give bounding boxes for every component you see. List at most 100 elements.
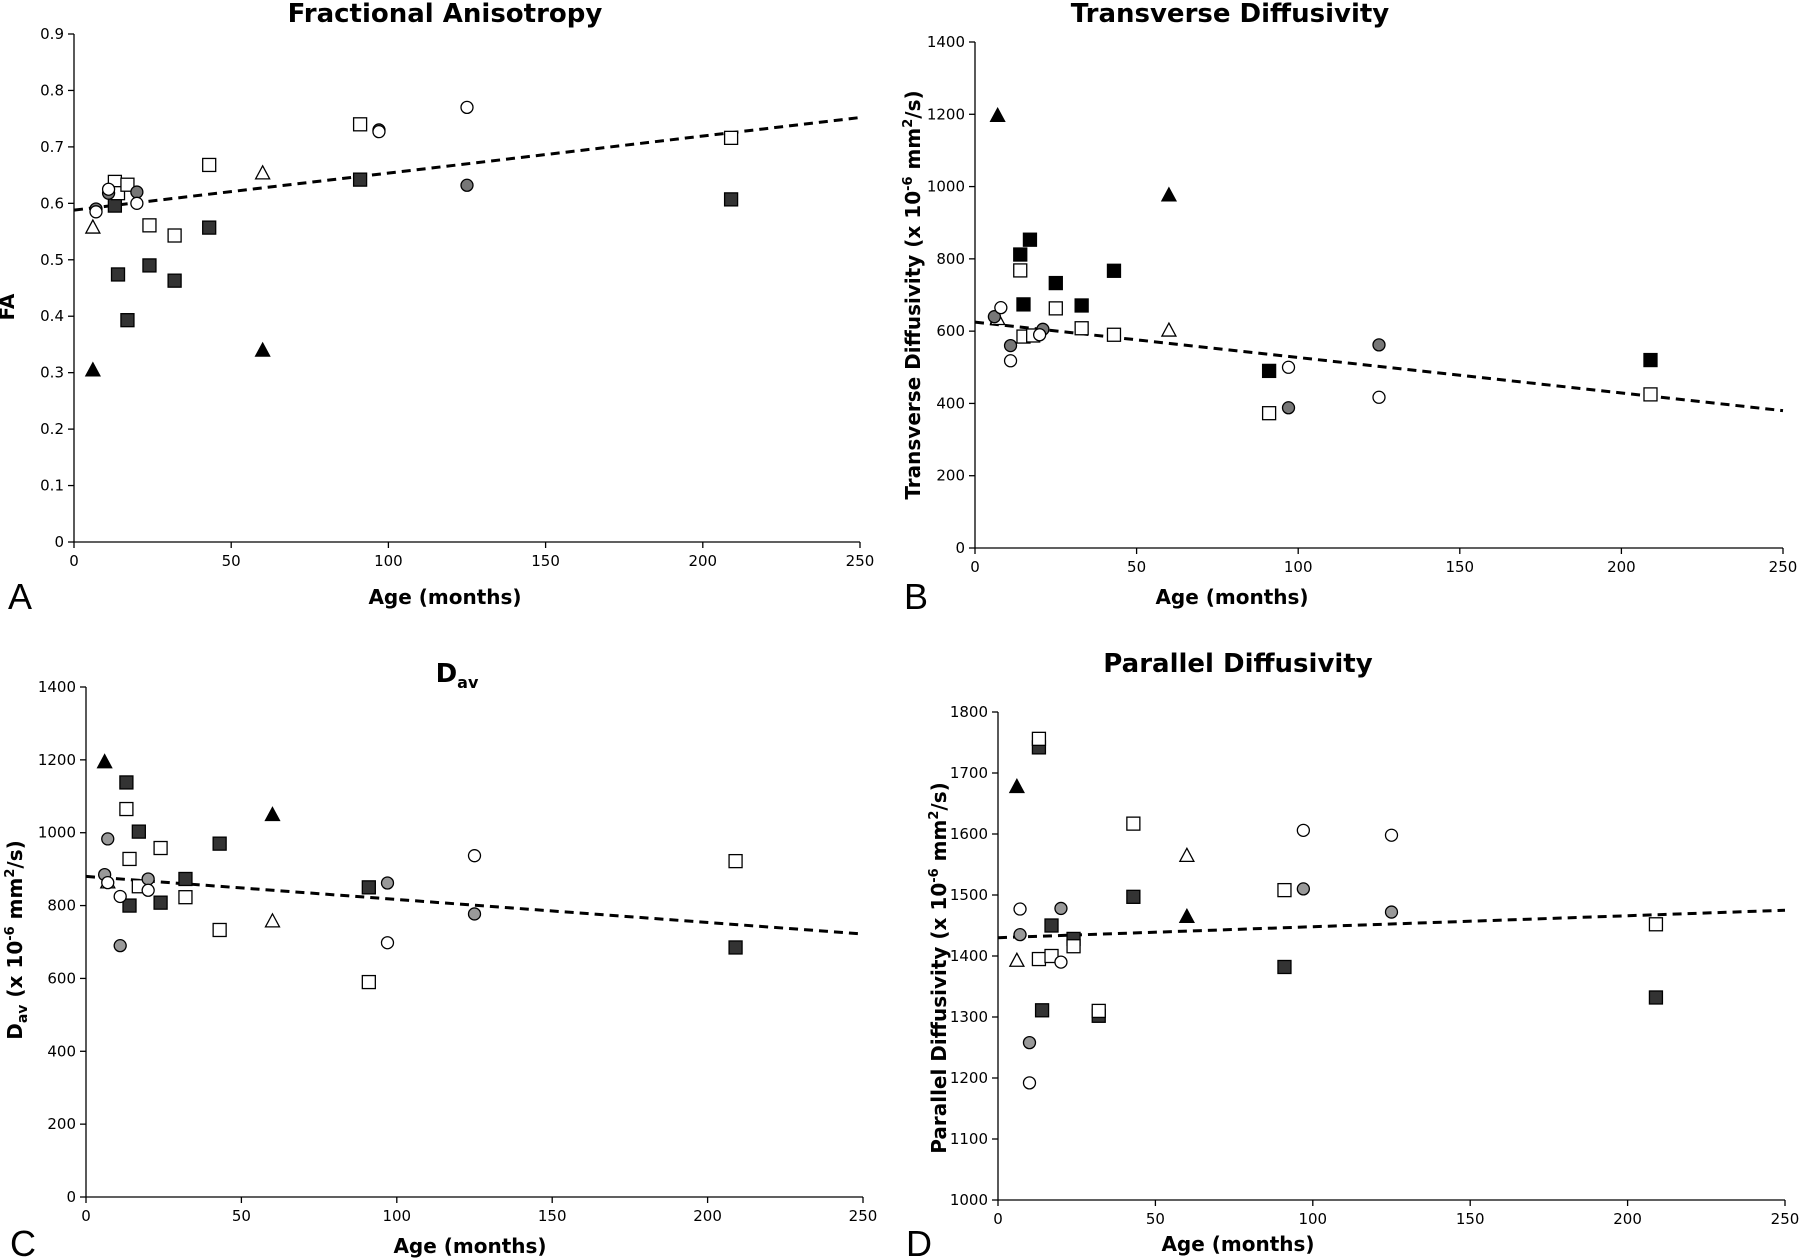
x-tick-label: 100 bbox=[374, 552, 403, 570]
x-tick-label: 50 bbox=[232, 1207, 251, 1225]
data-point-square bbox=[202, 157, 217, 173]
data-point-triangle bbox=[84, 218, 101, 234]
data-point-square bbox=[1277, 882, 1292, 898]
data-point-square bbox=[1106, 263, 1122, 278]
panel-b-transverse-diffusivity: Transverse Diffusivity Age (months) Tran… bbox=[901, 0, 1797, 617]
x-tick-label: 200 bbox=[688, 552, 717, 570]
trendline bbox=[997, 908, 1786, 940]
data-point-circle bbox=[1372, 338, 1386, 352]
data-point-circle bbox=[1003, 354, 1018, 368]
data-point-triangle bbox=[989, 106, 1006, 123]
data-point-square bbox=[1126, 816, 1141, 831]
x-tick-label: 250 bbox=[849, 1207, 878, 1225]
data-point-square bbox=[1048, 301, 1063, 316]
data-point-triangle bbox=[1160, 321, 1178, 337]
y-tick-label: 800 bbox=[47, 897, 76, 915]
x-tick-label: 100 bbox=[382, 1207, 411, 1225]
x-axis-label: Age (months) bbox=[393, 1234, 546, 1258]
data-point-triangle bbox=[1178, 846, 1195, 862]
chart-title: Dav bbox=[436, 659, 479, 692]
data-point-circle bbox=[113, 938, 127, 953]
data-point-triangle bbox=[84, 361, 101, 377]
y-tick-label: 1500 bbox=[950, 886, 988, 904]
data-point-square bbox=[1091, 1003, 1106, 1019]
y-tick-label: 1300 bbox=[950, 1008, 988, 1026]
data-point-circle bbox=[460, 178, 474, 192]
y-axis-label: Parallel Diffusivity (x 10-6 mm2/s) bbox=[927, 782, 951, 1154]
y-tick-label: 1100 bbox=[950, 1130, 988, 1148]
x-tick-label: 200 bbox=[1613, 1210, 1642, 1228]
data-point-circle bbox=[1372, 390, 1386, 404]
chart-title: Transverse Diffusivity bbox=[1071, 0, 1390, 29]
data-point-triangle bbox=[264, 912, 281, 928]
y-tick-label: 1000 bbox=[38, 824, 76, 842]
x-axis-label: Age (months) bbox=[1161, 1232, 1314, 1256]
y-tick-label: 600 bbox=[47, 969, 76, 987]
data-point-circle bbox=[1296, 882, 1311, 896]
y-tick-label: 0.3 bbox=[40, 364, 64, 382]
data-point-square bbox=[119, 801, 134, 817]
y-tick-label: 1000 bbox=[950, 1191, 988, 1209]
data-point-circle bbox=[1013, 928, 1027, 942]
data-point-square bbox=[1016, 297, 1031, 312]
y-tick-label: 400 bbox=[936, 394, 965, 412]
data-point-square bbox=[131, 824, 146, 839]
x-tick-label: 150 bbox=[531, 552, 560, 570]
panel-a-fractional-anisotropy: Fractional Anisotropy Age (months) FA A … bbox=[0, 0, 874, 617]
data-point-square bbox=[167, 273, 182, 288]
data-point-square bbox=[1643, 352, 1658, 368]
data-point-square bbox=[723, 192, 739, 207]
y-tick-label: 1200 bbox=[950, 1069, 988, 1087]
data-point-circle bbox=[460, 100, 474, 115]
x-axis-label: Age (months) bbox=[1155, 585, 1308, 609]
data-point-circle bbox=[141, 883, 155, 897]
y-tick-label: 1700 bbox=[950, 764, 988, 782]
trendline bbox=[73, 116, 861, 212]
y-tick-label: 0 bbox=[66, 1188, 76, 1206]
y-axis-label: Dav (x 10-6 mm2/s) bbox=[3, 840, 31, 1040]
chart-title: Parallel Diffusivity bbox=[1103, 649, 1372, 679]
y-tick-label: 200 bbox=[47, 1115, 76, 1133]
data-point-circle bbox=[380, 936, 395, 950]
y-tick-label: 0.1 bbox=[40, 477, 64, 495]
data-point-circle bbox=[1013, 902, 1027, 916]
data-point-triangle bbox=[264, 806, 281, 822]
data-point-circle bbox=[994, 300, 1008, 315]
data-point-square bbox=[1022, 232, 1038, 247]
y-tick-label: 200 bbox=[936, 467, 965, 485]
data-point-circle bbox=[1296, 823, 1311, 837]
chart-title: Fractional Anisotropy bbox=[288, 0, 603, 29]
y-tick-label: 1000 bbox=[927, 178, 965, 196]
y-tick-label: 0.7 bbox=[40, 138, 64, 156]
y-tick-label: 0 bbox=[955, 539, 965, 557]
data-point-square bbox=[142, 258, 157, 273]
data-point-circle bbox=[89, 205, 103, 219]
data-point-triangle bbox=[96, 753, 113, 769]
x-tick-label: 100 bbox=[1298, 1210, 1327, 1228]
data-point-square bbox=[110, 267, 126, 282]
panel-letter: D bbox=[906, 1223, 932, 1259]
data-point-triangle bbox=[1008, 778, 1025, 794]
data-point-square bbox=[1044, 948, 1059, 964]
y-axis-label: Transverse Diffusivity (x 10-6 mm2/s) bbox=[901, 90, 925, 499]
data-point-square bbox=[728, 940, 743, 955]
y-tick-label: 1800 bbox=[950, 703, 988, 721]
data-point-circle bbox=[101, 832, 115, 846]
data-point-circle bbox=[101, 875, 115, 890]
y-tick-label: 1400 bbox=[950, 947, 988, 965]
data-point-circle bbox=[113, 889, 127, 904]
y-tick-label: 1600 bbox=[950, 825, 988, 843]
y-tick-label: 0.5 bbox=[40, 251, 64, 269]
panel-d-parallel-diffusivity: Parallel Diffusivity Age (months) Parall… bbox=[906, 649, 1799, 1259]
x-tick-label: 150 bbox=[1445, 558, 1474, 576]
data-point-circle bbox=[130, 196, 144, 210]
data-point-circle bbox=[1054, 901, 1068, 916]
y-tick-label: 1400 bbox=[927, 33, 965, 51]
x-tick-label: 150 bbox=[1456, 1210, 1485, 1228]
data-point-square bbox=[361, 974, 376, 990]
y-tick-label: 0.6 bbox=[40, 194, 64, 212]
data-point-circle bbox=[1054, 955, 1068, 969]
panel-letter: B bbox=[904, 576, 928, 617]
panel-c-dav: Dav Age (months) Dav (x 10-6 mm2/s) C 0 5… bbox=[3, 659, 877, 1259]
